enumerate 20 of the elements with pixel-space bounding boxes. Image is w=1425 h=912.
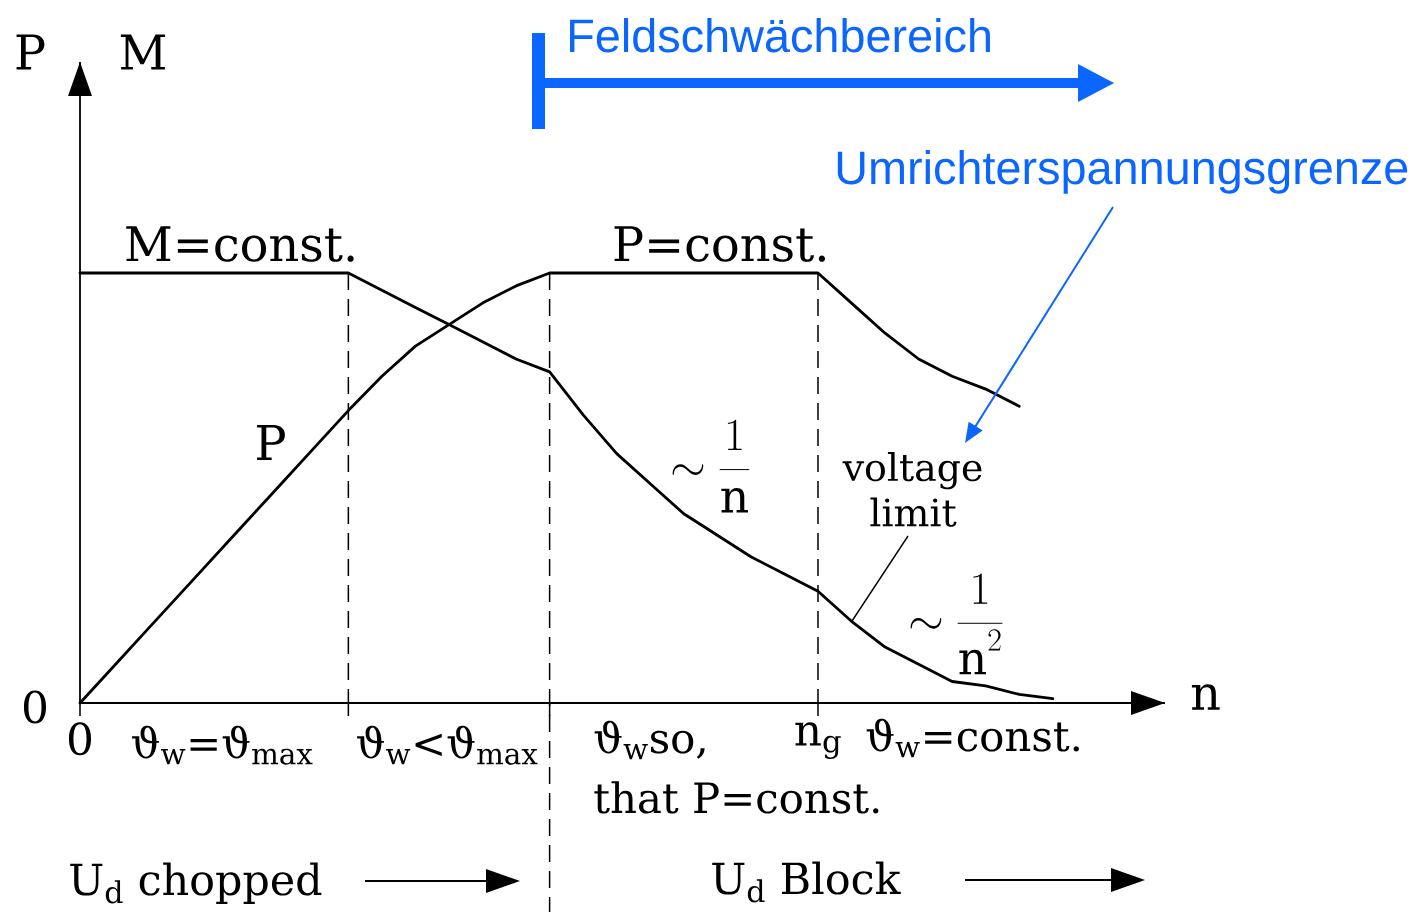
- annotation: M=const.: [126, 226, 354, 262]
- text: 0: [23, 690, 47, 724]
- text: ϑ$_{w}$<ϑ$_{max}$: [357, 725, 538, 765]
- x-tick-label: n$_{g}$: [795, 722, 841, 759]
- text: U$_{d}$ chopped: [70, 862, 322, 904]
- text: ϑ$_{w}$so,: [594, 720, 705, 760]
- annotation: $\sim\frac{1}{\mathrm{n}}$: [672, 419, 750, 513]
- text: ϑ$_{w}$=ϑ$_{max}$: [132, 725, 313, 765]
- text: Feldschwächbereich: [570, 18, 990, 53]
- annotation: P=const.: [614, 226, 826, 262]
- text: that P=const.: [594, 781, 879, 814]
- text: P: [16, 34, 45, 70]
- annotation: $\sim\frac{1}{\mathrm{n}^{2}}$: [910, 573, 1003, 675]
- text: Umrichterspannungsgrenze: [837, 150, 1408, 194]
- x-axis-title: n: [1191, 684, 1220, 710]
- annotation: voltage limit: [842, 452, 982, 527]
- series-label: P: [257, 425, 285, 460]
- text: U$_{d}$ Block: [712, 861, 901, 903]
- text: M: [120, 34, 166, 70]
- text: ϑ$_{w}$=const.: [866, 718, 1079, 758]
